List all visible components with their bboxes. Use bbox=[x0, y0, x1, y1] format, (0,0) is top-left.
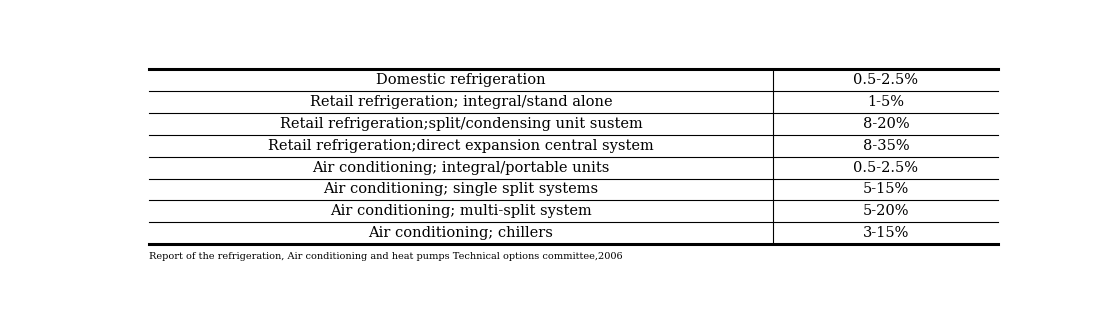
Text: Retail refrigeration;direct expansion central system: Retail refrigeration;direct expansion ce… bbox=[269, 139, 653, 153]
Text: Retail refrigeration;split/condensing unit sustem: Retail refrigeration;split/condensing un… bbox=[280, 117, 642, 131]
Text: Air conditioning; chillers: Air conditioning; chillers bbox=[368, 226, 553, 240]
Text: 5-20%: 5-20% bbox=[863, 204, 909, 218]
Text: Air conditioning; integral/portable units: Air conditioning; integral/portable unit… bbox=[312, 161, 610, 175]
Text: 0.5-2.5%: 0.5-2.5% bbox=[854, 73, 919, 87]
Text: 5-15%: 5-15% bbox=[863, 182, 909, 197]
Text: Report of the refrigeration, Air conditioning and heat pumps Technical options c: Report of the refrigeration, Air conditi… bbox=[149, 252, 622, 261]
Text: Air conditioning; multi-split system: Air conditioning; multi-split system bbox=[330, 204, 592, 218]
Text: 0.5-2.5%: 0.5-2.5% bbox=[854, 161, 919, 175]
Text: Retail refrigeration; integral/stand alone: Retail refrigeration; integral/stand alo… bbox=[310, 95, 612, 109]
Text: Air conditioning; single split systems: Air conditioning; single split systems bbox=[323, 182, 599, 197]
Text: 8-20%: 8-20% bbox=[863, 117, 909, 131]
Text: 3-15%: 3-15% bbox=[863, 226, 909, 240]
Text: 1-5%: 1-5% bbox=[867, 95, 904, 109]
Text: Domestic refrigeration: Domestic refrigeration bbox=[376, 73, 546, 87]
Text: 8-35%: 8-35% bbox=[863, 139, 909, 153]
